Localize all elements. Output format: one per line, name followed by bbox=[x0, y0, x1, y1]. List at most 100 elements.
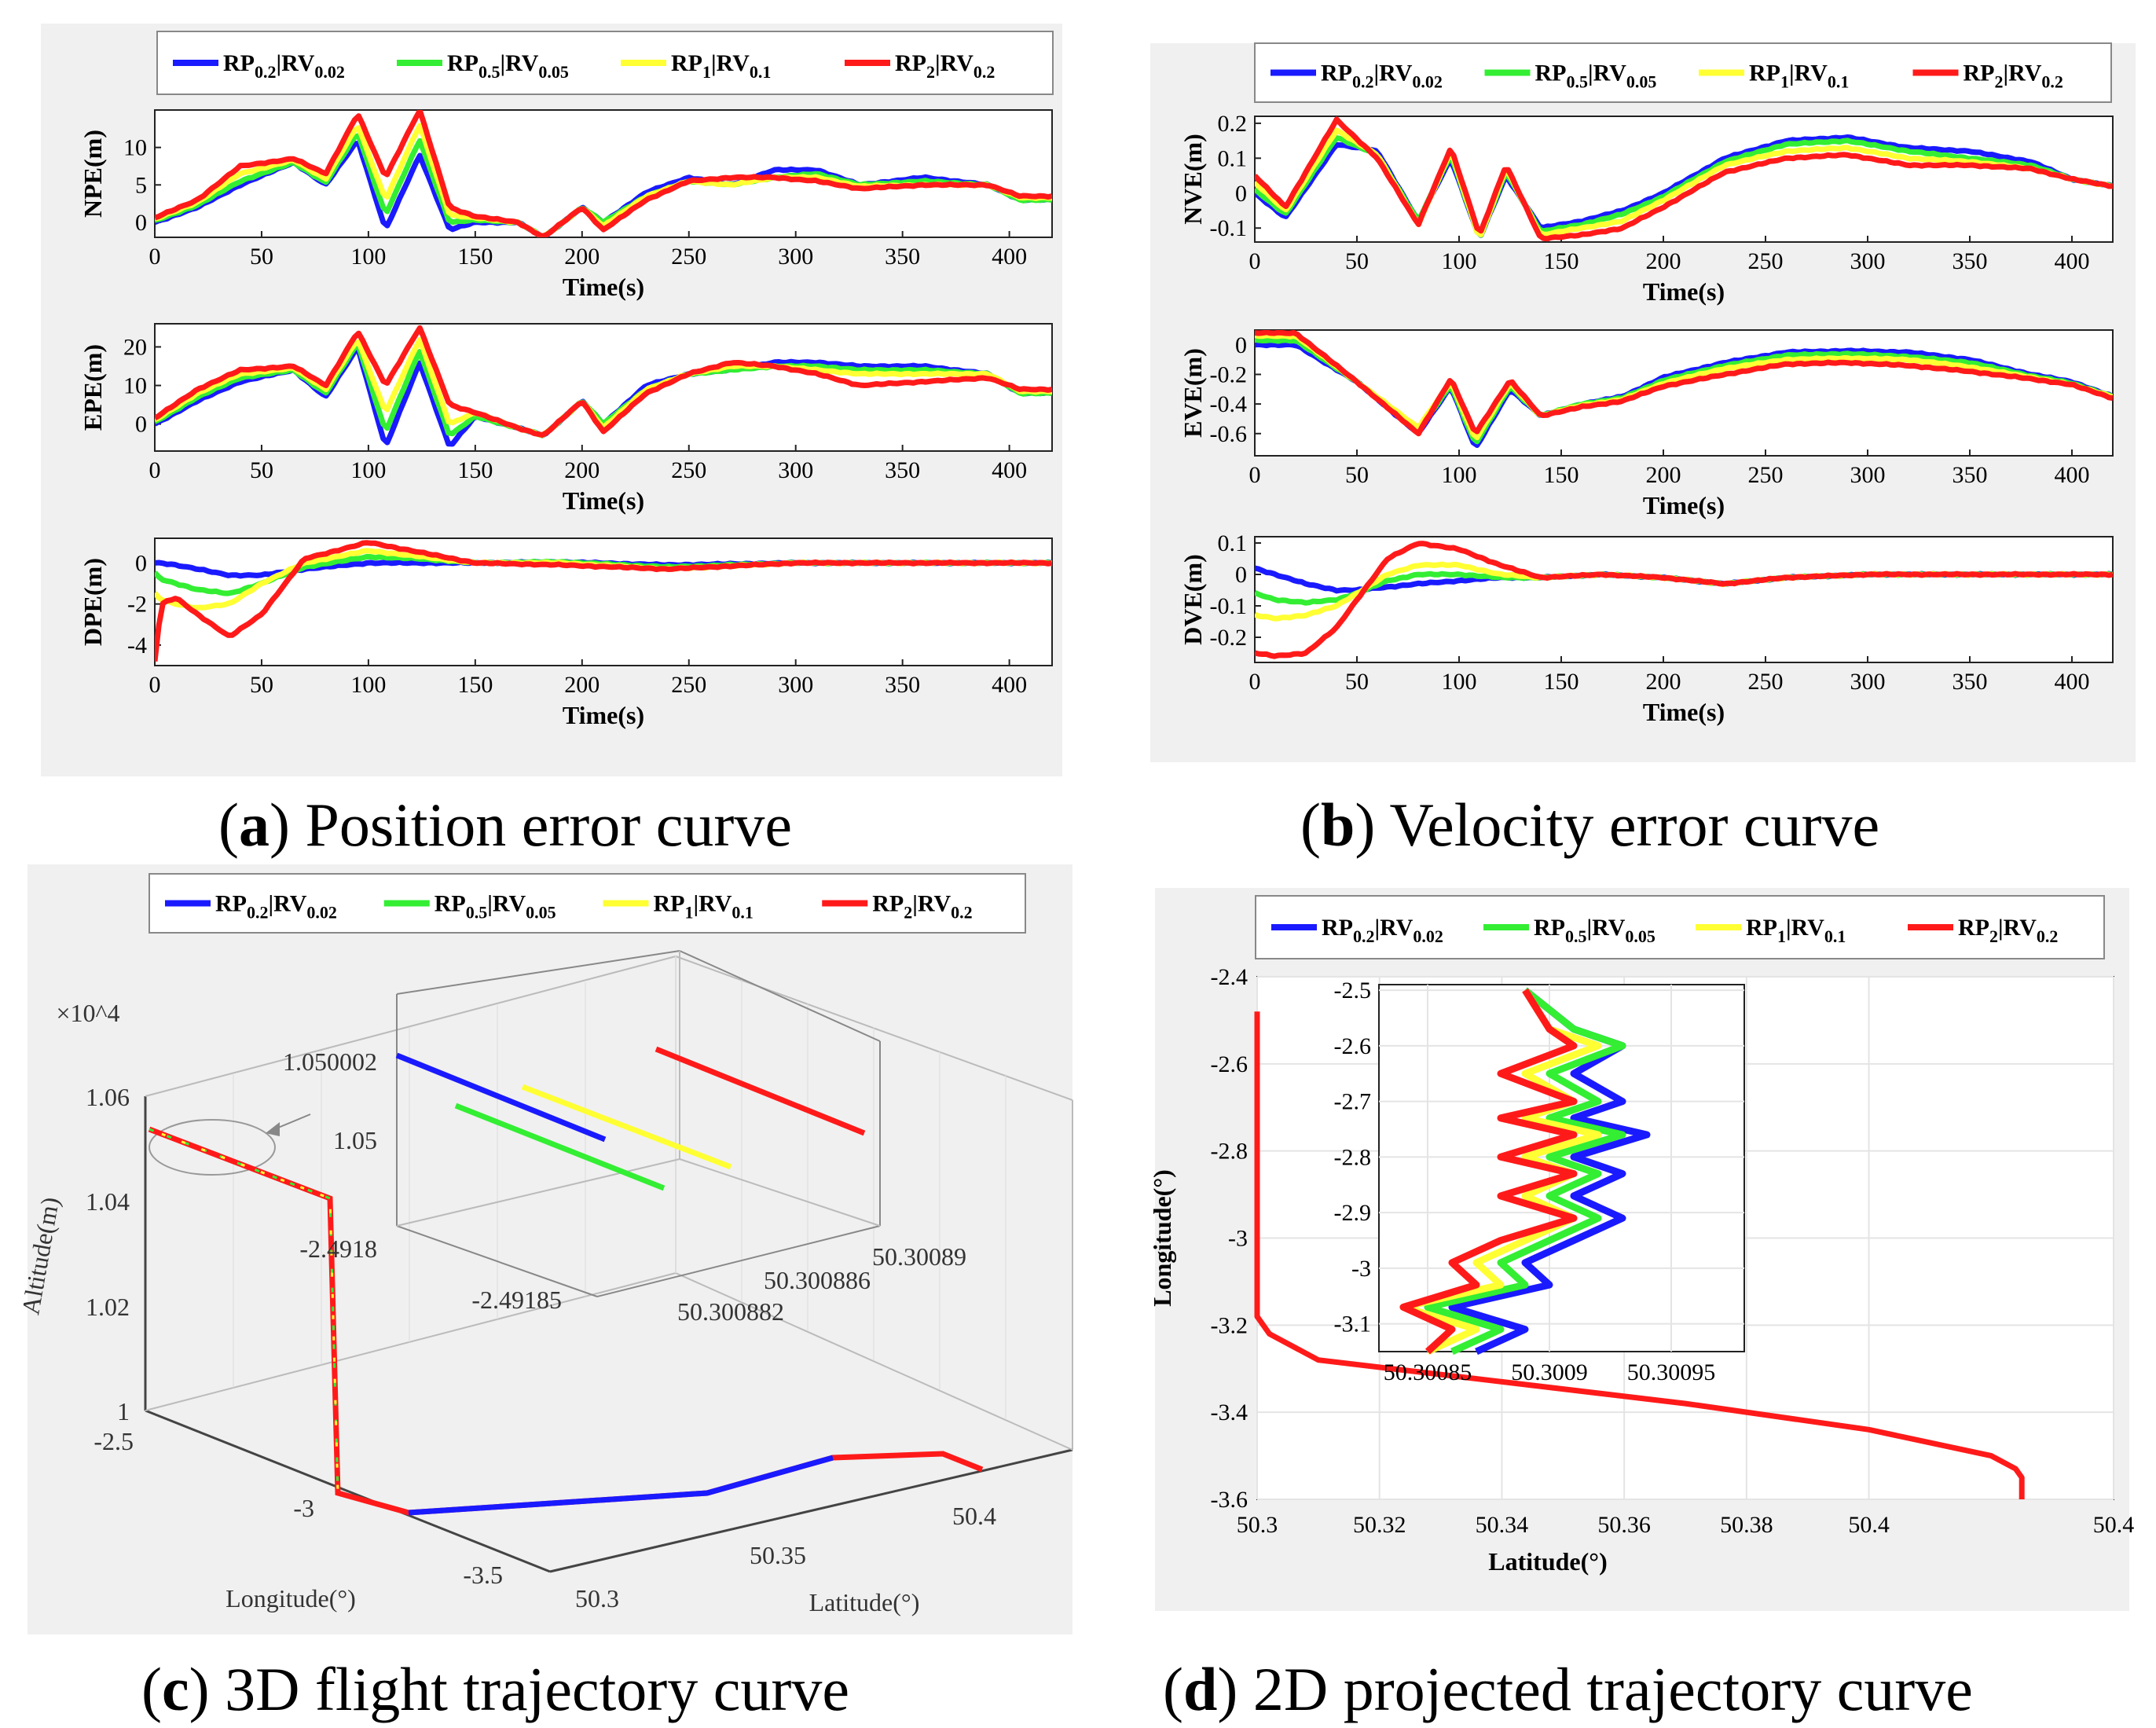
x-tick-label: 300 bbox=[1850, 462, 1886, 488]
inset-lat-tick: 50.300882 bbox=[677, 1297, 784, 1326]
y-tick-label: 0 bbox=[135, 210, 147, 236]
x-tick-label: 100 bbox=[350, 244, 386, 270]
lon-axis-label: Longitude(°) bbox=[226, 1584, 356, 1612]
series-line-4 bbox=[155, 540, 1052, 662]
x-tick-label: 150 bbox=[457, 457, 493, 483]
legend-label: RP2|RV0.2 bbox=[1964, 61, 2063, 92]
inset-lat-tick: 50.300886 bbox=[764, 1266, 871, 1294]
y-tick-label: -2.6 bbox=[1211, 1051, 1248, 1077]
inset-edge bbox=[396, 950, 680, 995]
x-tick-label: 150 bbox=[457, 244, 493, 270]
x-tick-label: 50.36 bbox=[1597, 1512, 1651, 1538]
y-tick-label: 0 bbox=[1235, 332, 1247, 358]
x-tick-label: 300 bbox=[778, 457, 813, 483]
legend-label: RP0.5|RV0.05 bbox=[447, 50, 569, 82]
y-axis-label: DPE(m) bbox=[79, 558, 107, 646]
inset-x-tick-label: 50.30095 bbox=[1627, 1359, 1716, 1385]
inset-y-tick-label: -2.5 bbox=[1334, 978, 1372, 1003]
inset-alt-tick: 1.050002 bbox=[283, 1047, 377, 1076]
legend-box bbox=[1255, 895, 2105, 959]
lon-tick-label: -3 bbox=[293, 1494, 314, 1522]
legend-label: RP0.5|RV0.05 bbox=[434, 891, 556, 923]
x-tick-label: 400 bbox=[992, 457, 1027, 483]
series-line-4 bbox=[1255, 116, 2113, 242]
caption-d: (d) 2D projected trajectory curve bbox=[1163, 1655, 1973, 1723]
alt-tick-label: 1.04 bbox=[86, 1187, 130, 1216]
legend-label: RP0.5|RV0.05 bbox=[1534, 915, 1656, 946]
legend-label: RP2|RV0.2 bbox=[872, 891, 972, 923]
inset-y-tick-label: -3.1 bbox=[1334, 1312, 1372, 1337]
traj-green bbox=[148, 1128, 339, 1494]
inset-x-tick-label: 50.3009 bbox=[1511, 1359, 1588, 1385]
x-tick-label: 100 bbox=[1442, 248, 1477, 274]
y-tick-label: -0.2 bbox=[1210, 361, 1248, 387]
chart-eve: 0 50 100 150 200 250 300 350 400 -0.6 -0.4 -0.2 0 Tim… bbox=[1179, 329, 2114, 519]
plot-area bbox=[154, 537, 1053, 666]
alt-exponent: ×10^4 bbox=[56, 999, 119, 1027]
legend-box bbox=[156, 31, 1054, 95]
legend-c: RP0.2|RV0.02 RP0.5|RV0.05 RP1|RV0.1 RP2|RV0… bbox=[148, 873, 1026, 934]
y-tick-label: 0.2 bbox=[1218, 111, 1248, 137]
inset-y-tick-label: -2.6 bbox=[1334, 1033, 1372, 1059]
x-tick-label: 400 bbox=[2055, 248, 2090, 274]
caption-a: (a) Position error curve bbox=[218, 791, 792, 859]
y-tick-label: -3.2 bbox=[1211, 1312, 1248, 1338]
y-tick-label: 5 bbox=[135, 172, 147, 198]
legend-b: RP0.2|RV0.02 RP0.5|RV0.05 RP1|RV0.1 RP2|RV0… bbox=[1254, 42, 2112, 103]
x-tick-label: 50 bbox=[250, 457, 273, 483]
x-tick-label: 300 bbox=[778, 672, 813, 698]
inset-lon-tick: -2.49185 bbox=[471, 1286, 562, 1314]
legend-box bbox=[1254, 42, 2112, 103]
inset-green bbox=[454, 1102, 666, 1191]
x-axis-label: Time(s) bbox=[563, 273, 644, 301]
chart-npe: 0 50 100 150 200 250 300 350 400 0 5 10 Time(s) NPE(m… bbox=[79, 109, 1053, 301]
x-tick-label: 150 bbox=[1544, 248, 1579, 274]
legend-label: RP1|RV0.1 bbox=[654, 891, 754, 923]
x-tick-label: 300 bbox=[1850, 248, 1886, 274]
x-tick-label: 150 bbox=[1544, 462, 1579, 488]
x-axis-label: Time(s) bbox=[563, 486, 644, 515]
x-axis-label: Time(s) bbox=[1643, 277, 1725, 306]
x-axis-label: Latitude(°) bbox=[1488, 1547, 1607, 1576]
lat-tick-label: 50.35 bbox=[750, 1541, 806, 1569]
x-tick-label: 0 bbox=[1249, 248, 1261, 274]
y-tick-label: 10 bbox=[123, 135, 147, 161]
x-tick-label: 100 bbox=[350, 672, 386, 698]
x-tick-label: 50 bbox=[250, 672, 273, 698]
box-edge bbox=[675, 1272, 1073, 1451]
y-axis-label: NPE(m) bbox=[79, 130, 107, 218]
y-axis-label: Longitude(°) bbox=[1148, 1169, 1176, 1307]
x-axis-label: Time(s) bbox=[1643, 491, 1725, 519]
x-tick-label: 0 bbox=[149, 457, 161, 483]
traj-blue bbox=[408, 1455, 834, 1516]
y-tick-label: -3.6 bbox=[1211, 1487, 1248, 1513]
y-tick-label: 0.1 bbox=[1218, 145, 1248, 171]
series-line-3 bbox=[1255, 332, 2113, 441]
y-tick-label: -0.1 bbox=[1210, 215, 1248, 241]
x-tick-label: 200 bbox=[564, 672, 600, 698]
x-tick-label: 0 bbox=[1249, 669, 1261, 695]
inset-edge bbox=[679, 1158, 881, 1227]
x-tick-label: 350 bbox=[1952, 462, 1988, 488]
zoom-ellipse bbox=[148, 1119, 276, 1176]
lon-axis bbox=[145, 1409, 551, 1573]
lon-tick-label: -3.5 bbox=[463, 1561, 503, 1589]
legend-label: RP1|RV0.1 bbox=[1746, 915, 1846, 946]
legend-a: RP0.2|RV0.02 RP0.5|RV0.05 RP1|RV0.1 RP2|RV0… bbox=[156, 31, 1054, 95]
panel-c bbox=[28, 864, 1072, 1634]
legend-label: RP2|RV0.2 bbox=[1958, 915, 2058, 946]
y-axis-label: DVE(m) bbox=[1179, 554, 1207, 645]
x-tick-label: 250 bbox=[671, 244, 706, 270]
x-tick-label: 50 bbox=[250, 244, 273, 270]
legend-label: RP0.5|RV0.05 bbox=[1535, 61, 1657, 92]
x-tick-label: 0 bbox=[149, 244, 161, 270]
inset-red bbox=[654, 1046, 866, 1136]
alt-tick-label: 1.02 bbox=[86, 1293, 130, 1321]
lon-tick-label: -2.5 bbox=[94, 1427, 134, 1455]
lat-axis-label: Latitude(°) bbox=[809, 1588, 920, 1616]
y-tick-label: -3 bbox=[1228, 1226, 1248, 1252]
x-tick-label: 50.3 bbox=[1237, 1512, 1278, 1538]
inset-y-tick-label: -2.8 bbox=[1334, 1144, 1372, 1170]
x-tick-label: 100 bbox=[350, 457, 386, 483]
caption-b: (b) Velocity error curve bbox=[1300, 791, 1880, 859]
